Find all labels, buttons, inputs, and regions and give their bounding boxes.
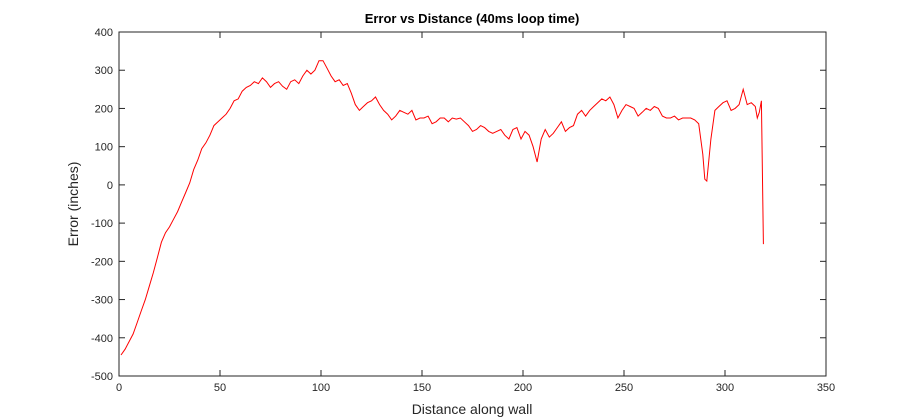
x-tick-label: 0 [116,382,122,394]
y-tick-label: -500 [91,371,113,383]
y-tick-label: 300 [95,65,113,77]
x-tick-label: 200 [514,382,532,394]
x-tick-label: 350 [817,382,835,394]
x-tick-label: 250 [615,382,633,394]
x-tick-label: 300 [716,382,734,394]
series-line [120,60,764,356]
data-layer [120,60,764,356]
x-tick-label: 50 [214,382,226,394]
y-tick-label: 0 [107,180,113,192]
y-axis-label: Error (inches) [65,162,81,247]
x-tick-label: 150 [413,382,431,394]
y-tick-label: 200 [95,103,113,115]
y-tick-label: -100 [91,218,113,230]
axes-box [118,31,827,377]
y-tick-label: -300 [91,295,113,307]
x-tick-label: 100 [312,382,330,394]
y-tick-label: 100 [95,142,113,154]
y-tick-label: -400 [91,333,113,345]
x-axis-label: Distance along wall [412,401,533,417]
y-tick-label: 400 [95,27,113,39]
y-tick-label: -200 [91,256,113,268]
plot-area-background [119,32,826,376]
chart-title: Error vs Distance (40ms loop time) [365,11,580,26]
ticks-layer: 0 50 100 150 200 250 300 350 400 300 200 100 0 -100 -2… [91,27,835,394]
